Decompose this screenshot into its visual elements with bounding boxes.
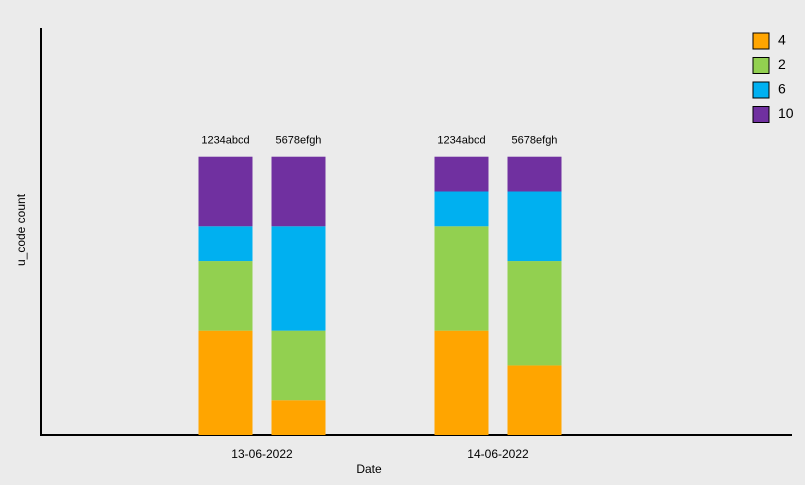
bar-segment xyxy=(434,156,489,192)
bar-segment xyxy=(434,191,489,227)
bar-label: 1234abcd xyxy=(201,135,249,147)
bar-segment xyxy=(507,191,562,262)
bar-segment xyxy=(434,226,489,331)
y-axis-label: u_code count xyxy=(14,193,28,266)
bar-segment xyxy=(271,156,326,227)
legend-swatch xyxy=(752,57,770,74)
bar-segment xyxy=(434,330,489,435)
bar-segment xyxy=(507,156,562,192)
legend-label: 10 xyxy=(778,105,794,121)
bar-segment xyxy=(198,261,253,331)
bar-label: 5678efgh xyxy=(276,135,322,147)
legend-swatch xyxy=(752,81,770,99)
bar-segment xyxy=(271,330,326,401)
legend-swatch xyxy=(752,106,770,123)
legend-swatch xyxy=(752,32,770,50)
bar-segment xyxy=(271,400,326,435)
bar-label: 5678efgh xyxy=(512,135,558,147)
bar-segment xyxy=(198,156,253,227)
bar-segment xyxy=(507,261,562,366)
bar-segment xyxy=(198,226,253,262)
legend-label: 2 xyxy=(778,56,786,72)
x-tick-label: 14-06-2022 xyxy=(467,447,529,461)
bar-segment xyxy=(271,226,326,331)
legend-label: 4 xyxy=(778,32,786,48)
x-tick-label: 13-06-2022 xyxy=(231,447,293,461)
bar-label: 1234abcd xyxy=(437,135,485,147)
legend-label: 6 xyxy=(778,81,786,97)
x-axis-label: Date xyxy=(356,462,382,476)
bar-segment xyxy=(198,330,253,435)
bar-segment xyxy=(507,365,562,435)
